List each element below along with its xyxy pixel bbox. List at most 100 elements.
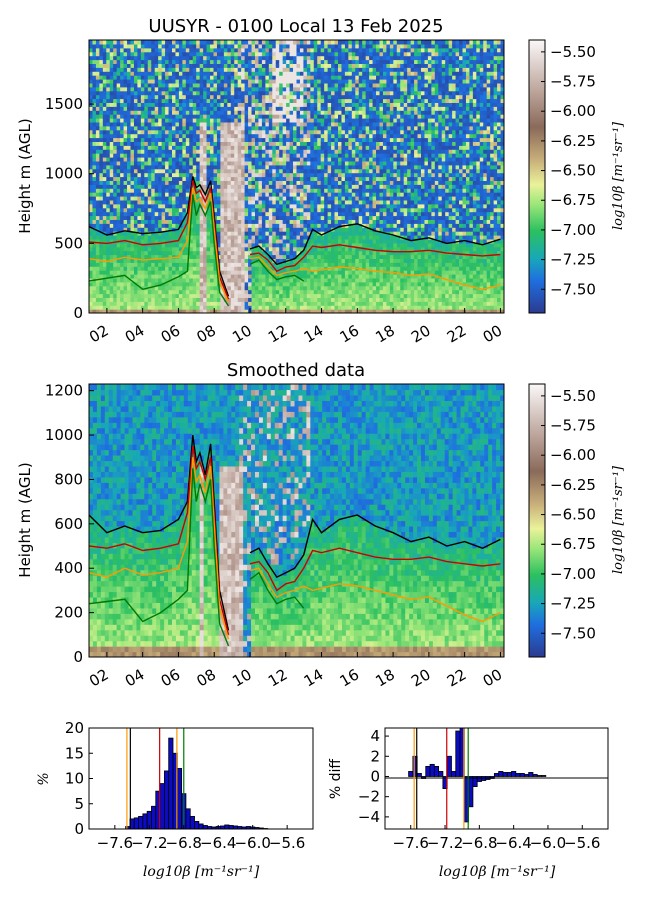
heatmap-cell — [147, 67, 152, 72]
heatmap-cell — [133, 160, 139, 166]
heatmap-cell — [151, 242, 156, 248]
heatmap-cell — [248, 242, 253, 248]
heatmap-cell — [306, 270, 311, 275]
heatmap-cell — [223, 59, 228, 64]
heatmap-cell — [192, 118, 197, 123]
heatmap-cell — [234, 82, 239, 88]
heatmap-cell — [165, 207, 170, 213]
heatmap-cell — [296, 90, 301, 96]
heatmap-cell — [120, 145, 125, 150]
heatmap-cell — [206, 59, 211, 64]
heatmap-cell — [106, 188, 111, 193]
heatmap-cell — [261, 196, 266, 201]
heatmap-cell — [199, 305, 204, 310]
heatmap-cell — [282, 75, 287, 80]
heatmap-cell — [327, 180, 332, 185]
heatmap-cell — [275, 293, 280, 298]
heatmap-cell — [99, 211, 104, 217]
heatmap-cell — [210, 297, 215, 302]
heatmap-cell — [203, 75, 208, 80]
heatmap-cell — [133, 172, 139, 178]
heatmap-cell — [140, 184, 145, 189]
heatmap-cell — [237, 157, 242, 162]
heatmap-cell — [303, 297, 308, 302]
heatmap-cell — [203, 246, 208, 252]
heatmap-cell — [220, 250, 225, 256]
heatmap-cell — [286, 266, 291, 271]
heatmap-cell — [102, 227, 107, 232]
heatmap-cell — [192, 90, 197, 96]
heatmap-cell — [196, 47, 201, 53]
heatmap-cell — [227, 223, 232, 228]
heatmap-cell — [172, 235, 177, 240]
heatmap-cell — [161, 219, 166, 224]
heatmap-cell — [227, 86, 232, 92]
heatmap-cell — [140, 59, 145, 64]
heatmap-cell — [182, 145, 187, 150]
heatmap-cell — [99, 246, 104, 252]
heatmap-cell — [251, 114, 256, 119]
heatmap-cell — [324, 192, 329, 197]
heatmap-cell — [102, 238, 107, 244]
heatmap-cell — [168, 71, 173, 76]
heatmap-cell — [210, 114, 215, 119]
heatmap-cell — [258, 75, 263, 80]
heatmap-cell — [127, 160, 132, 166]
heatmap-cell — [130, 235, 135, 240]
heatmap-cell — [324, 71, 329, 76]
heatmap-cell — [189, 231, 194, 236]
heatmap-cell — [189, 102, 194, 107]
heatmap-cell — [182, 47, 187, 53]
heatmap-cell — [248, 227, 253, 232]
heatmap-cell — [282, 285, 287, 291]
heatmap-cell — [289, 211, 294, 217]
heatmap-cell — [265, 86, 270, 92]
heatmap-cell — [127, 188, 132, 193]
heatmap-cell — [234, 258, 239, 263]
heatmap-cell — [196, 149, 201, 154]
heatmap-cell — [306, 196, 311, 201]
heatmap-cell — [116, 309, 121, 313]
heatmap-cell — [234, 59, 239, 64]
heatmap-cell — [296, 98, 301, 103]
heatmap-cell — [106, 67, 111, 72]
heatmap-cell — [120, 86, 125, 92]
heatmap-cell — [230, 203, 235, 209]
heatmap-cell — [140, 125, 145, 131]
heatmap-cell — [151, 176, 156, 181]
heatmap-cell — [306, 289, 311, 295]
heatmap-cell — [255, 129, 260, 135]
heatmap-cell — [296, 43, 301, 49]
heatmap-cell — [102, 164, 107, 170]
heatmap-cell — [158, 79, 163, 84]
heatmap-cell — [258, 118, 263, 123]
heatmap-cell — [127, 293, 132, 298]
heatmap-cell — [127, 40, 132, 45]
heatmap-cell — [130, 266, 135, 271]
heatmap-cell — [279, 137, 284, 142]
heatmap-cell — [89, 215, 94, 220]
heatmap-cell — [203, 203, 208, 209]
heatmap-cell — [165, 141, 170, 146]
heatmap-cell — [113, 137, 118, 142]
heatmap-cell — [282, 293, 287, 298]
heatmap-cell — [275, 75, 280, 80]
heatmap-cell — [248, 137, 253, 142]
heatmap-cell — [130, 242, 135, 248]
heatmap-cell — [299, 176, 305, 181]
heatmap-cell — [324, 82, 329, 88]
heatmap-cell — [299, 305, 305, 310]
heatmap-cell — [151, 172, 156, 178]
heatmap-cell — [258, 192, 263, 197]
heatmap-cell — [147, 172, 152, 178]
heatmap-cell — [106, 106, 111, 111]
heatmap-cell — [137, 211, 142, 217]
heatmap-cell — [324, 125, 329, 131]
heatmap-cell — [189, 281, 194, 287]
heatmap-cell — [161, 258, 166, 263]
heatmap-cell — [244, 207, 249, 213]
heatmap-cell — [255, 227, 260, 232]
heatmap-cell — [109, 133, 114, 139]
heatmap-cell — [244, 110, 249, 115]
heatmap-cell — [109, 196, 114, 201]
